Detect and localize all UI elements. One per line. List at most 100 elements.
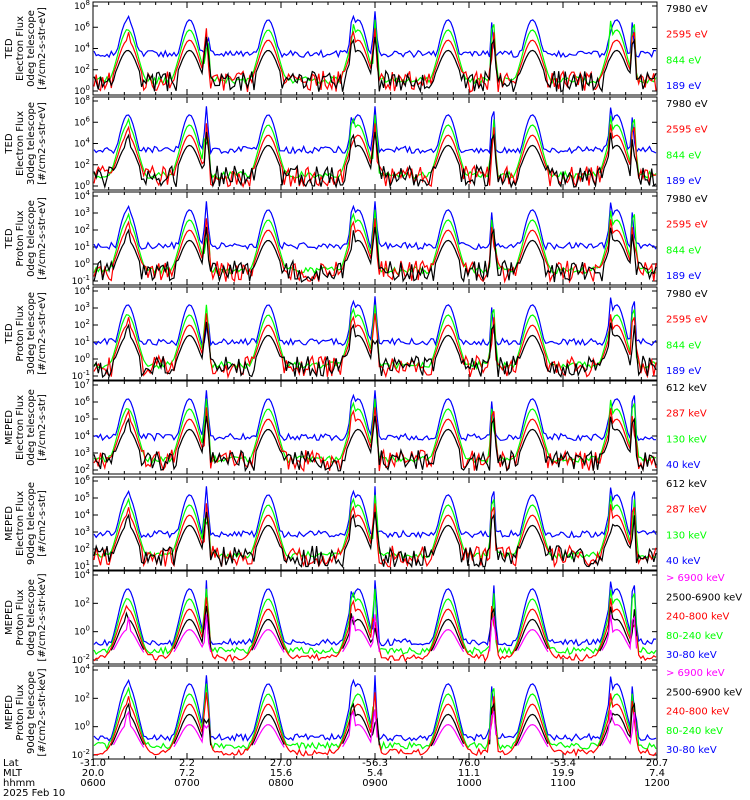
series-line	[93, 415, 657, 473]
y-tick-label: 100	[74, 179, 90, 192]
panel-7: 104 102 100 10-2 MEPED Proton Flux 0deg telesc…	[4, 568, 742, 666]
series-line	[93, 19, 657, 86]
y-tick-label: 103	[74, 206, 90, 219]
y-tick-label: 10-1	[72, 274, 90, 287]
footer-mlt: 7.4	[649, 768, 665, 779]
y-tick-label: 106	[74, 474, 90, 487]
y-axis-label-line: Proton Flux	[15, 684, 26, 740]
series-line	[93, 675, 657, 742]
y-tick-label: 100	[74, 257, 90, 270]
y-axis-label-line: 30deg telescope	[26, 102, 37, 185]
y-axis-label-line: 30deg telescope	[26, 292, 37, 375]
panel-5: 107 106 105 104 103 102 MEPED Electron Flux 0deg…	[4, 378, 707, 476]
y-tick-label: 101	[74, 335, 90, 348]
y-axis-label-line: [#/cm2-s-str-keV]	[37, 668, 48, 756]
y-tick-label: 102	[74, 158, 90, 171]
legend-entry: 2595 eV	[666, 315, 708, 326]
y-axis-label-line: [#/cm2-s-str-eV]	[37, 7, 48, 90]
y-tick-label: 102	[74, 63, 90, 76]
footer-hhmm: 1200	[644, 778, 669, 789]
y-tick-label: 101	[74, 240, 90, 253]
series-line	[93, 321, 657, 379]
legend-entry: 2500-6900 keV	[666, 592, 742, 603]
y-tick-label: 100	[74, 84, 90, 97]
y-tick-label: 10-2	[72, 653, 90, 666]
footer-row-label: Lat	[3, 758, 19, 769]
legend-entry: 189 eV	[666, 176, 701, 187]
footer-lat: -31.0	[80, 758, 106, 769]
legend-entry: 40 keV	[666, 556, 700, 567]
legend-entry: 2595 eV	[666, 30, 708, 41]
y-axis-label-line: [#/cm2-s-str-eV]	[37, 197, 48, 280]
legend-entry: 2500-6900 keV	[666, 687, 742, 698]
footer-hhmm: 0900	[362, 778, 387, 789]
y-axis-label-line: [#/cm2-s-str-eV]	[37, 102, 48, 185]
series-line	[93, 131, 657, 190]
footer-lat: -53.4	[550, 758, 576, 769]
series-line	[93, 588, 657, 656]
footer-hhmm: 1100	[550, 778, 575, 789]
legend-entry: 7980 eV	[666, 4, 708, 15]
footer-mlt: 7.2	[179, 768, 195, 779]
y-tick-label: 104	[74, 429, 90, 442]
panel-3: 104 103 102 101 100 10-1 TED Proton Flux 0deg te…	[4, 189, 708, 287]
series-line	[93, 486, 657, 539]
legend-entry: 287 keV	[666, 409, 707, 420]
legend-entry: 844 eV	[666, 340, 701, 351]
series-line	[112, 614, 638, 653]
y-tick-label: 105	[74, 412, 90, 425]
y-axis-label-line: Electron Flux	[15, 491, 26, 556]
footer-hhmm: 1000	[456, 778, 481, 789]
y-axis-label-line: [#/cm2-s-str-keV]	[37, 573, 48, 661]
panel-1: 108 106 104 102 100 TED Electron Flux 0deg tele…	[4, 0, 708, 97]
y-tick-label: 104	[74, 137, 90, 150]
y-axis-label-line: Electron Flux	[15, 16, 26, 81]
series-line	[93, 398, 657, 464]
footer-row-label: MLT	[3, 768, 23, 779]
series-line	[93, 580, 657, 647]
y-tick-label: 108	[74, 0, 90, 12]
series-line	[93, 597, 657, 663]
footer-lat: 27.0	[270, 758, 292, 769]
footer-lat: 76.0	[458, 758, 480, 769]
y-axis-label-line: 90deg telescope	[26, 671, 37, 754]
y-tick-label: 104	[74, 42, 90, 55]
series-line	[93, 226, 657, 283]
y-axis-label-line: 0deg telescope	[26, 200, 37, 277]
y-axis-label-line: Proton Flux	[15, 589, 26, 645]
y-axis-label-line: MEPED	[4, 600, 15, 635]
y-tick-label: 104	[74, 508, 90, 521]
legend-entry: 2595 eV	[666, 220, 708, 231]
y-tick-label: 106	[74, 20, 90, 33]
y-axis-label-line: [#/cm2-s-str]	[37, 490, 48, 557]
series-line	[93, 209, 657, 276]
y-tick-label: 102	[74, 463, 90, 476]
footer-mlt: 19.9	[552, 768, 574, 779]
legend-entry: 189 eV	[666, 271, 701, 282]
series-line	[93, 511, 657, 569]
y-axis-label-line: MEPED	[4, 410, 15, 445]
y-tick-label: 105	[74, 491, 90, 504]
series-line	[93, 36, 657, 94]
footer-lat: 2.2	[179, 758, 195, 769]
y-axis-label-line: TED	[4, 133, 15, 154]
footer-hhmm: 0800	[268, 778, 293, 789]
legend-entry: 612 keV	[666, 479, 707, 490]
y-tick-label: 103	[74, 525, 90, 538]
y-axis-label-line: MEPED	[4, 695, 15, 730]
y-tick-label: 102	[74, 318, 90, 331]
y-tick-label: 102	[74, 691, 90, 704]
footer-hhmm: 0600	[80, 778, 105, 789]
legend-entry: 7980 eV	[666, 194, 708, 205]
legend-entry: 189 eV	[666, 81, 701, 92]
y-axis-label-line: Proton Flux	[15, 210, 26, 266]
y-tick-label: 107	[74, 378, 90, 391]
y-tick-label: 103	[74, 301, 90, 314]
legend-entry: 189 eV	[666, 366, 701, 377]
legend-entry: 30-80 keV	[666, 650, 717, 661]
legend-entry: 80-240 keV	[666, 631, 723, 642]
series-line	[93, 201, 657, 251]
y-axis-label-line: TED	[4, 38, 15, 59]
